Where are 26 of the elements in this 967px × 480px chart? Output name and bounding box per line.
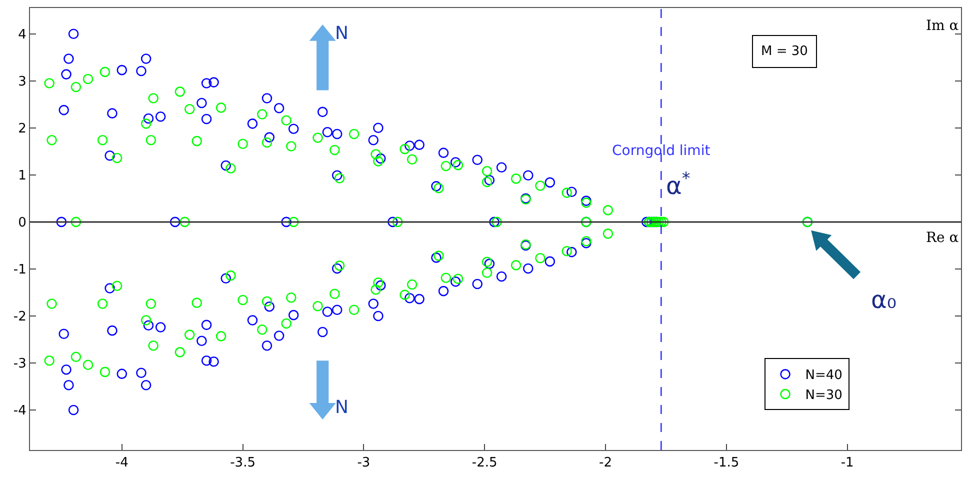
legend-label: N=40: [805, 368, 842, 384]
y-tick-label: 2: [18, 121, 26, 136]
annotation: M = 30: [761, 44, 808, 59]
y-tick-label: -4: [13, 404, 26, 419]
y-tick-label: 4: [18, 27, 26, 42]
annotation: N: [335, 23, 348, 44]
x-tick-label: -2: [599, 456, 612, 471]
x-tick-label: -2.5: [472, 456, 498, 471]
y-tick-label: -1: [13, 262, 26, 278]
ref-line-label: Corngold limit: [612, 143, 711, 159]
y-tick-label: -3: [13, 356, 26, 372]
x-tick-label: -4: [115, 456, 128, 471]
x-tick-label: -3: [357, 456, 370, 471]
x-tick-label: -3.5: [230, 456, 256, 471]
annotation: α$^{*}$: [666, 168, 690, 200]
y-tick-label: -2: [13, 310, 26, 325]
x-tick-label: -1: [840, 456, 854, 471]
x-axis-title: Re α: [926, 230, 960, 246]
annotation: N: [335, 397, 348, 418]
annotation: α₀: [871, 286, 896, 314]
legend-label: N=30: [805, 388, 842, 404]
y-tick-label: 1: [18, 168, 26, 184]
y-tick-label: 0: [18, 216, 26, 230]
x-tick-label: -1.5: [714, 456, 740, 471]
y-tick-label: 3: [18, 74, 26, 90]
y-axis-title: Im α: [926, 18, 960, 34]
